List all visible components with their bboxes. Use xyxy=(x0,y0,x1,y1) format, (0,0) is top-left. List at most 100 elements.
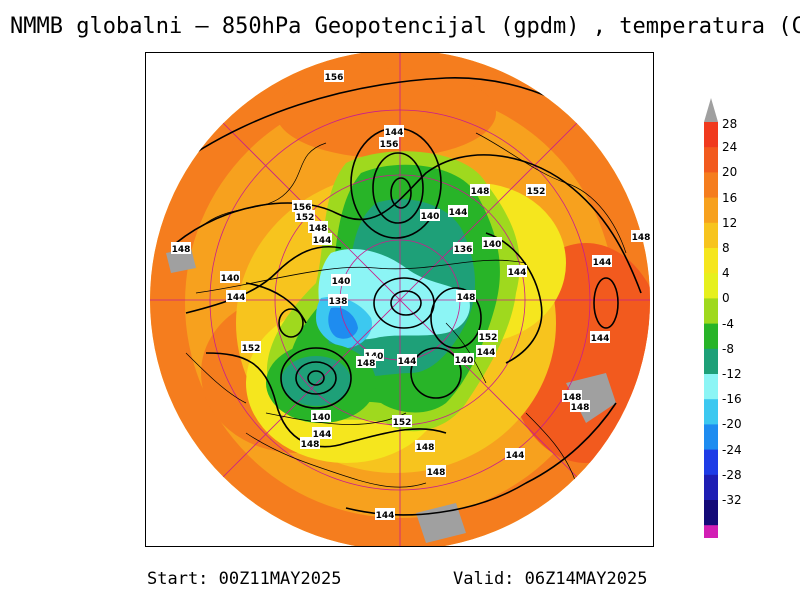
svg-text:148: 148 xyxy=(457,293,476,303)
colorbar-swatch xyxy=(704,424,718,451)
contour-label: 148 xyxy=(570,400,590,413)
svg-text:144: 144 xyxy=(477,348,496,358)
colorbar-tick-label: 0 xyxy=(722,291,730,306)
start-time: Start: 00Z11MAY2025 xyxy=(147,569,342,589)
svg-text:152: 152 xyxy=(242,344,261,354)
svg-text:144: 144 xyxy=(227,293,246,303)
colorbar-tick-label: 28 xyxy=(722,117,738,131)
colorbar-tick-label: 8 xyxy=(722,241,730,255)
svg-text:140: 140 xyxy=(312,413,331,423)
svg-text:148: 148 xyxy=(632,233,651,243)
colorbar-swatch xyxy=(704,197,718,224)
colorbar-tick-label: -20 xyxy=(722,417,742,432)
svg-text:144: 144 xyxy=(385,128,404,138)
contour-label: 140 xyxy=(420,209,440,222)
contour-label: 148 xyxy=(631,230,651,243)
svg-text:148: 148 xyxy=(427,468,446,478)
colorbar-swatch xyxy=(704,323,718,350)
colorbar-tick-label: -32 xyxy=(722,493,742,507)
contour-label: 140 xyxy=(220,271,240,284)
contour-label: 152 xyxy=(295,210,315,223)
svg-text:140: 140 xyxy=(483,240,502,250)
svg-text:148: 148 xyxy=(571,403,590,413)
map-panel: 156 144 156 148 152 156 152 148 144 140 … xyxy=(145,52,654,547)
chart-title: NMMB globalni – 850hPa Geopotencijal (gp… xyxy=(10,14,800,39)
colorbar-tick-label: -4 xyxy=(722,316,734,331)
svg-text:152: 152 xyxy=(479,333,498,343)
contour-label: 152 xyxy=(392,415,412,428)
contour-label: 144 xyxy=(397,354,417,367)
contour-label: 152 xyxy=(526,184,546,197)
colorbar-tick-label: 16 xyxy=(722,190,738,205)
contour-label: 144 xyxy=(476,345,496,358)
contour-label: 148 xyxy=(415,440,435,453)
contour-label: 144 xyxy=(448,205,468,218)
contour-label: 140 xyxy=(311,410,331,423)
svg-text:156: 156 xyxy=(293,203,312,213)
colorbar-tick-label: 20 xyxy=(722,165,738,180)
svg-text:148: 148 xyxy=(471,187,490,197)
svg-text:136: 136 xyxy=(454,245,473,255)
contour-label: 144 xyxy=(505,448,525,461)
contour-label: 136 xyxy=(453,242,473,255)
contour-label: 152 xyxy=(478,330,498,343)
contour-label: 148 xyxy=(456,290,476,303)
svg-text:138: 138 xyxy=(329,297,348,307)
svg-text:144: 144 xyxy=(313,430,332,440)
svg-text:152: 152 xyxy=(527,187,546,197)
colorbar-swatch xyxy=(704,374,718,400)
svg-text:144: 144 xyxy=(313,236,332,246)
svg-text:148: 148 xyxy=(172,245,191,255)
contour-labels: 156 144 156 148 152 156 152 148 144 140 … xyxy=(171,70,651,521)
colorbar-swatch xyxy=(704,298,718,325)
colorbar xyxy=(704,98,718,538)
contour-label: 156 xyxy=(324,70,344,83)
colorbar-tick-label: 24 xyxy=(722,140,738,155)
svg-text:144: 144 xyxy=(591,334,610,344)
colorbar-swatch xyxy=(704,500,718,526)
contour-label: 148 xyxy=(356,356,376,369)
svg-text:148: 148 xyxy=(309,224,328,234)
colorbar-top-arrow xyxy=(704,98,718,122)
svg-text:156: 156 xyxy=(325,73,344,83)
colorbar-swatch xyxy=(704,222,718,249)
colorbar-swatch xyxy=(704,449,718,476)
svg-text:140: 140 xyxy=(421,212,440,222)
svg-text:148: 148 xyxy=(563,393,582,403)
svg-text:144: 144 xyxy=(449,208,468,218)
svg-text:148: 148 xyxy=(416,443,435,453)
valid-time: Valid: 06Z14MAY2025 xyxy=(453,569,648,589)
polar-map: 156 144 156 148 152 156 152 148 144 140 … xyxy=(150,53,651,546)
svg-text:152: 152 xyxy=(296,213,315,223)
contour-label: 148 xyxy=(308,221,328,234)
svg-text:148: 148 xyxy=(301,440,320,450)
contour-label: 140 xyxy=(454,353,474,366)
colorbar-tick-label: 4 xyxy=(722,266,730,281)
contour-label: 140 xyxy=(331,274,351,287)
contour-label: 138 xyxy=(328,294,348,307)
colorbar-tick-label: -24 xyxy=(722,442,742,457)
colorbar-tick-label: -12 xyxy=(722,367,742,381)
svg-text:152: 152 xyxy=(393,418,412,428)
svg-text:140: 140 xyxy=(221,274,240,284)
colorbar-tick-label: -8 xyxy=(722,341,734,356)
svg-text:144: 144 xyxy=(508,268,527,278)
contour-label: 148 xyxy=(562,390,582,403)
colorbar-swatch xyxy=(704,147,718,173)
contour-label: 156 xyxy=(292,200,312,213)
contour-label: 144 xyxy=(312,427,332,440)
colorbar-swatch xyxy=(704,348,718,375)
contour-label: 152 xyxy=(241,341,261,354)
contour-label: 144 xyxy=(590,331,610,344)
colorbar-tick-label: -28 xyxy=(722,467,742,482)
svg-text:144: 144 xyxy=(376,511,395,521)
colorbar-swatch xyxy=(704,525,718,538)
colorbar-swatch xyxy=(704,273,718,299)
contour-label: 144 xyxy=(384,125,404,138)
contour-label: 144 xyxy=(375,508,395,521)
contour-label: 144 xyxy=(312,233,332,246)
colorbar-tick-label: 12 xyxy=(722,215,738,230)
contour-label: 144 xyxy=(592,255,612,268)
svg-text:144: 144 xyxy=(398,357,417,367)
contour-label: 148 xyxy=(300,437,320,450)
